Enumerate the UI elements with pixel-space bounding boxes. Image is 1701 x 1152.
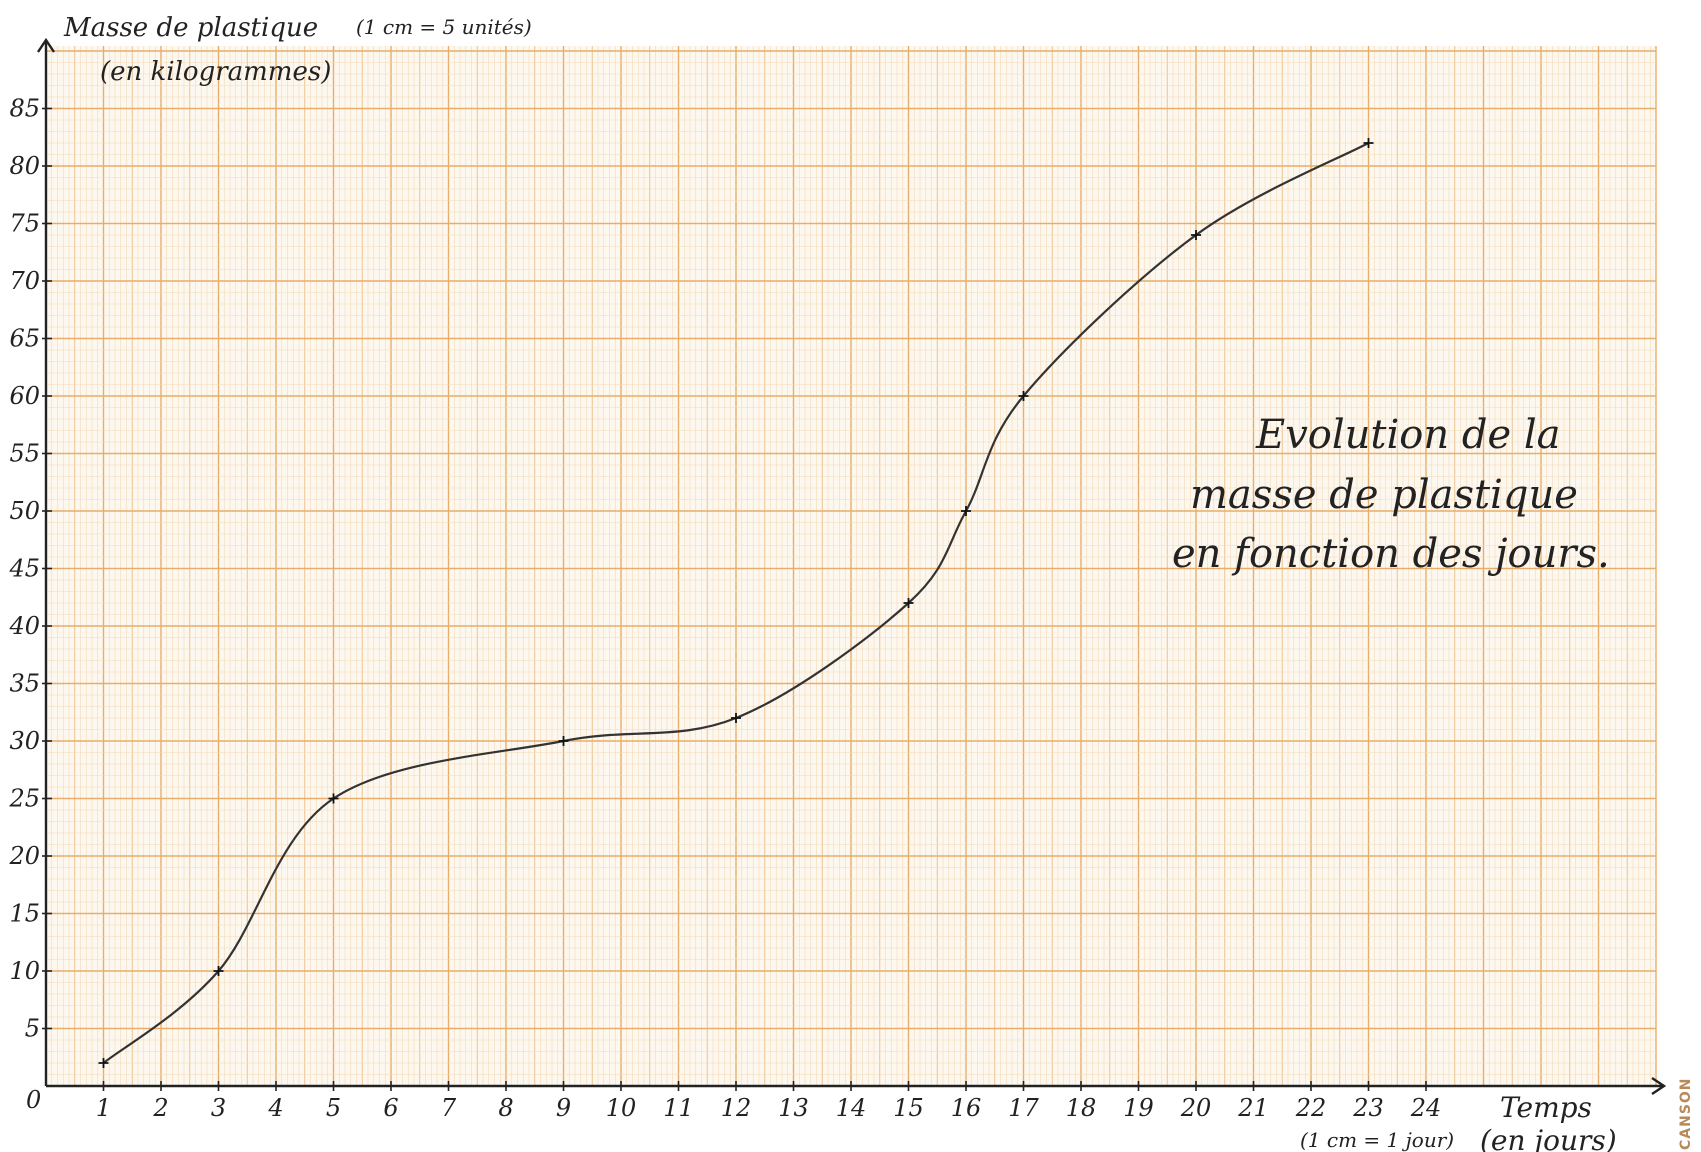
x-tick-label: 7 <box>441 1094 457 1122</box>
x-tick-label: 8 <box>498 1094 513 1122</box>
y-tick-label: 80 <box>9 152 40 180</box>
y-tick-label: 40 <box>8 612 40 640</box>
data-point <box>903 598 914 608</box>
data-point <box>328 793 339 804</box>
y-tick-label: 55 <box>9 440 40 468</box>
x-ticks: 1 2 3 4 5 6 7 8 9 10 11 12 13 14 15 16 17 18 19 20 21 22 23 24 <box>96 1081 1441 1122</box>
x-tick-label: 21 <box>1237 1094 1269 1122</box>
y-axis-label-line1: Masse de plastique <box>63 13 318 43</box>
x-tick-label: 15 <box>893 1094 924 1122</box>
axes <box>37 37 1667 1095</box>
y-tick-label: 15 <box>9 900 40 928</box>
x-scale-note: (1 cm = 1 jour) <box>1300 1128 1454 1152</box>
x-tick-label: 12 <box>721 1094 752 1122</box>
x-tick-label: 6 <box>383 1094 398 1122</box>
chart-title-line3: en fonction des jours. <box>1172 531 1610 577</box>
x-tick-label: 10 <box>606 1094 637 1122</box>
x-tick-label: 1 <box>96 1094 111 1122</box>
x-tick-label: 19 <box>1123 1094 1154 1122</box>
y-axis-arrow <box>37 37 55 53</box>
y-tick-label: 50 <box>9 497 40 525</box>
series-line <box>102 142 1370 1064</box>
y-tick-label: 30 <box>9 727 40 755</box>
x-tick-label: 16 <box>951 1094 982 1122</box>
chart-title-line2: masse de plastique <box>1190 472 1578 518</box>
x-axis-label-line1: Temps <box>1500 1091 1592 1124</box>
y-tick-label: 5 <box>25 1015 40 1043</box>
y-tick-label: 10 <box>9 957 40 985</box>
data-point <box>213 966 224 976</box>
data-point <box>558 736 569 746</box>
y-tick-label: 35 <box>9 670 40 698</box>
x-tick-label: 9 <box>556 1094 571 1122</box>
y-tick-label: 70 <box>9 267 40 295</box>
x-tick-label: 20 <box>1180 1094 1212 1122</box>
x-tick-label: 22 <box>1295 1094 1327 1122</box>
x-tick-label: 5 <box>326 1094 341 1122</box>
data-points <box>98 138 1374 1068</box>
y-tick-label: 45 <box>8 555 40 583</box>
data-point <box>1191 230 1201 240</box>
x-tick-label: 24 <box>1410 1094 1442 1122</box>
chart-title-line1: Evolution de la <box>1255 412 1561 458</box>
x-tick-label: 3 <box>211 1094 226 1122</box>
brand-logo: CANSON <box>1678 1077 1694 1150</box>
y-scale-note: (1 cm = 5 unités) <box>356 15 532 39</box>
data-point <box>1363 138 1374 148</box>
y-tick-label: 75 <box>9 210 40 238</box>
x-axis-label-line2: (en jours) <box>1480 1124 1617 1152</box>
x-tick-label: 18 <box>1066 1094 1097 1122</box>
y-tick-label: 60 <box>9 382 40 410</box>
x-axis-arrow <box>1651 1077 1667 1095</box>
grid <box>45 46 1657 1087</box>
x-tick-label: 14 <box>836 1094 867 1122</box>
x-tick-label: 2 <box>152 1094 168 1122</box>
y-tick-label: 85 <box>9 95 40 123</box>
data-point <box>1018 391 1029 401</box>
origin-label: 0 <box>26 1086 41 1114</box>
data-point <box>98 1058 109 1068</box>
x-tick-label: 23 <box>1352 1094 1384 1122</box>
data-point <box>961 506 971 516</box>
y-ticks: 5 10 15 20 25 30 35 40 45 50 55 60 65 70 75 80 85 <box>8 95 52 1043</box>
data-point <box>731 713 741 723</box>
x-tick-label: 4 <box>267 1094 283 1122</box>
x-tick-label: 13 <box>778 1094 809 1122</box>
y-tick-label: 25 <box>8 785 40 813</box>
y-tick-label: 20 <box>8 842 40 870</box>
x-tick-label: 17 <box>1008 1094 1039 1122</box>
y-tick-label: 65 <box>9 325 40 353</box>
x-tick-label: 11 <box>663 1094 694 1122</box>
y-axis-label-line2: (en kilogrammes) <box>100 57 331 87</box>
